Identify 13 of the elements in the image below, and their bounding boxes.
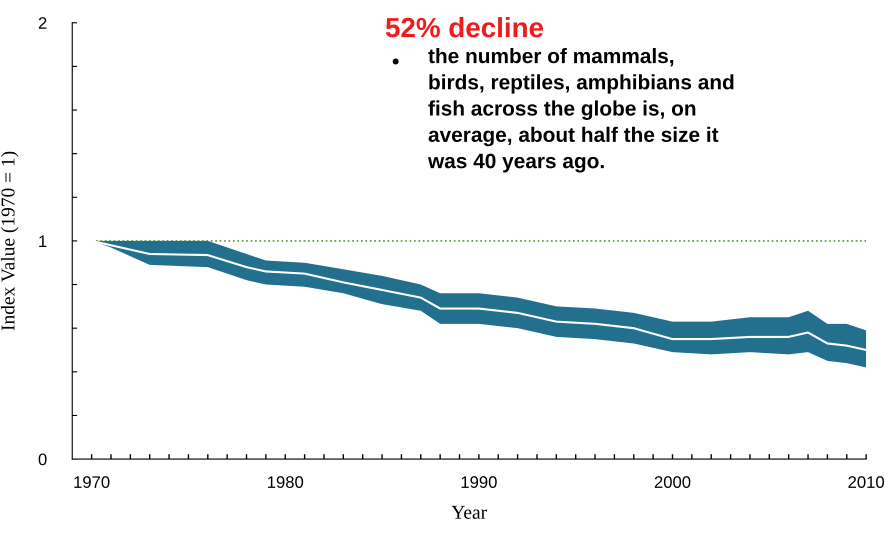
- x-tick-label: 1980: [268, 476, 304, 488]
- annotation: the number of mammals, birds, reptiles, amphibians and fish across the globe is, on average, about half the size it was 40 years ago.: [428, 48, 734, 173]
- y-axis-title: Index Value (1970 = 1): [0, 152, 19, 330]
- x-tick-label: 2000: [654, 476, 690, 488]
- x-tick-label: 1990: [462, 476, 497, 488]
- annotation: •: [392, 58, 399, 65]
- x-tick-label: 2010: [848, 476, 884, 488]
- y-tick-label: 1: [39, 235, 46, 247]
- annotation: 52% decline: [386, 17, 544, 38]
- x-tick-label: 1970: [74, 476, 110, 488]
- x-axis-title: Year: [451, 506, 487, 519]
- y-tick-label: 2: [38, 17, 46, 29]
- y-tick-label: 0: [38, 453, 47, 466]
